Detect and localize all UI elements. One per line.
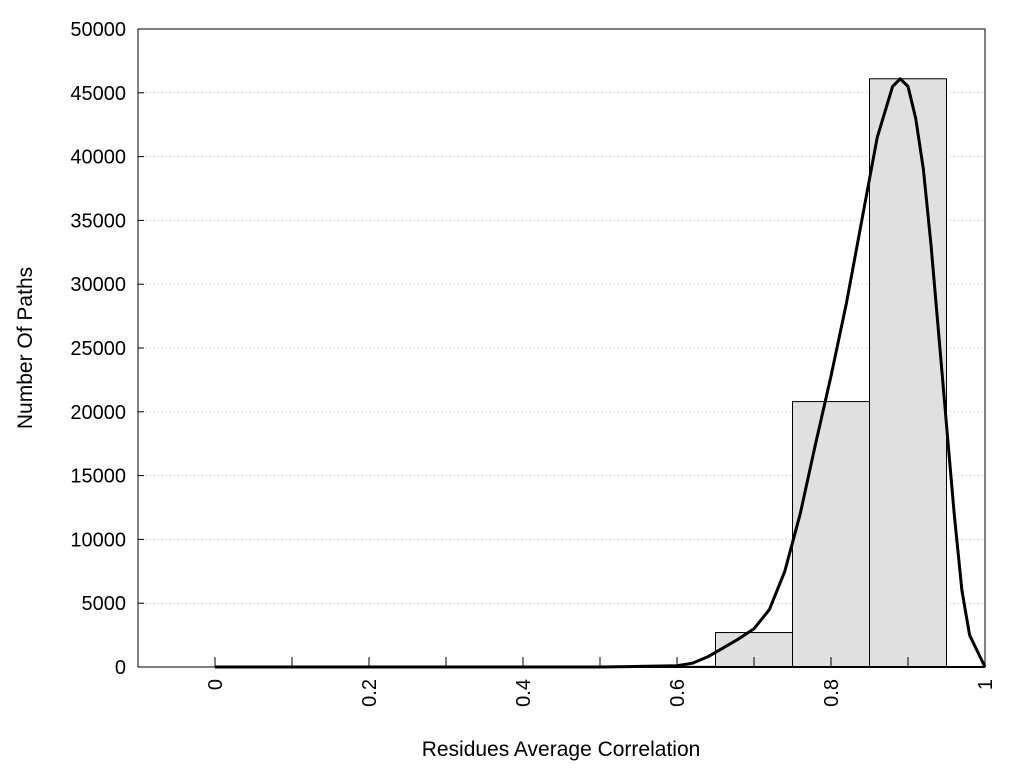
y-tick-label: 40000: [70, 147, 126, 169]
x-tick-label: 0.6: [667, 679, 689, 707]
y-tick-label: 45000: [70, 83, 126, 105]
histogram-bar: [869, 78, 947, 668]
y-tick-label: 20000: [70, 402, 126, 424]
y-tick-label: 25000: [70, 338, 126, 360]
x-tick-label: 1: [975, 679, 997, 690]
fit-curve: [215, 77, 987, 669]
y-axis-ticks: 0 5000 10000 15000 20000 25000 30000 35000 40000…: [70, 19, 144, 679]
y-tick-label: 50000: [70, 19, 126, 41]
y-tick-label: 10000: [70, 529, 126, 551]
x-axis-ticks: 0 0.2 0.4 0.6 0.8 1: [205, 657, 997, 707]
y-tick-label: 5000: [82, 593, 127, 615]
y-tick-label: 30000: [70, 274, 126, 296]
x-tick-label: 0: [205, 679, 227, 690]
y-tick-label: 0: [115, 657, 126, 679]
histogram-bars: [215, 78, 985, 668]
x-tick-label: 0.4: [513, 679, 535, 707]
y-tick-label: 15000: [70, 466, 126, 488]
x-axis-title: Residues Average Correlation: [422, 738, 701, 761]
y-axis-title: Number Of Paths: [14, 267, 37, 429]
x-tick-label: 0.2: [359, 679, 381, 707]
fit-curve-line: [215, 77, 987, 669]
x-tick-label: 0.8: [821, 679, 843, 707]
y-tick-label: 35000: [70, 210, 126, 232]
histogram-bar: [792, 401, 870, 668]
